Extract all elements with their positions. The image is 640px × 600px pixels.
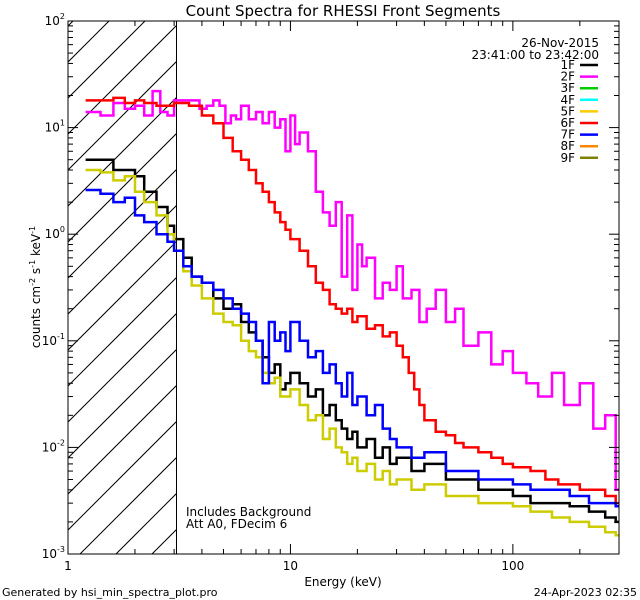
hatch-line <box>68 24 177 135</box>
hatch-line <box>224 0 640 554</box>
series-6F <box>85 96 619 505</box>
hatch-line <box>368 0 640 554</box>
y-tick-label: 10-2 <box>42 438 65 454</box>
x-axis-label: Energy (keV) <box>304 575 381 589</box>
legend-label: 3F <box>560 81 575 95</box>
legend-label: 1F <box>560 58 575 72</box>
note-background: Includes Background <box>186 505 311 519</box>
hatch-line <box>584 0 640 554</box>
legend-label: 9F <box>560 151 575 165</box>
note-attenuator: Att A0, FDecim 6 <box>186 517 287 531</box>
hatch-line <box>68 96 177 207</box>
hatch-line <box>68 240 177 351</box>
y-tick-labels: 10-3 10-2 10-1 100 101 102 <box>42 12 65 561</box>
hatch-line <box>68 348 177 459</box>
y-tick-label: 102 <box>45 12 65 28</box>
series-1F <box>85 158 619 524</box>
hatch-line <box>68 420 177 531</box>
generated-by: Generated by hsi_min_spectra_plot.pro <box>2 586 218 599</box>
legend-label: 2F <box>560 70 575 84</box>
x-tick-labels: 1 10 100 <box>64 559 524 573</box>
hatch-line <box>0 0 104 554</box>
hatch-line <box>404 0 640 554</box>
series-7F <box>85 188 619 508</box>
legend-label: 7F <box>560 128 575 142</box>
x-tick-label: 100 <box>501 559 524 573</box>
hatch-line <box>68 384 177 495</box>
hatch-line <box>332 0 640 554</box>
series-2F <box>85 89 619 492</box>
axis-ticks <box>67 21 620 555</box>
date-label: 26-Nov-2015 <box>521 36 599 50</box>
y-tick-label: 101 <box>45 119 65 135</box>
y-axis-label: counts cm-2 s-1 keV-1 <box>28 226 43 348</box>
hatch-line <box>620 0 640 554</box>
generated-timestamp: 24-Apr-2023 02:35 <box>534 586 637 599</box>
hatch-line <box>68 168 177 279</box>
hatch-line <box>68 204 177 315</box>
hatched-region <box>0 0 640 554</box>
x-tick-label: 10 <box>283 559 298 573</box>
chart-title: Count Spectra for RHESSI Front Segments <box>186 2 501 20</box>
plot-frame <box>67 20 620 555</box>
hatch-line <box>68 21 146 99</box>
x-tick-label: 1 <box>64 559 72 573</box>
hatch-line <box>68 21 110 63</box>
time-range-label: 23:41:00 to 23:42:00 <box>472 48 599 62</box>
legend-label: 5F <box>560 104 575 118</box>
y-tick-label: 10-1 <box>42 332 65 348</box>
series-layer <box>85 89 619 537</box>
legend-label: 8F <box>560 139 575 153</box>
hatch-line <box>68 132 177 243</box>
y-tick-label: 100 <box>45 225 65 241</box>
y-tick-label: 10-3 <box>42 545 65 561</box>
legend-label: 6F <box>560 116 575 130</box>
legend-label: 4F <box>560 93 575 107</box>
